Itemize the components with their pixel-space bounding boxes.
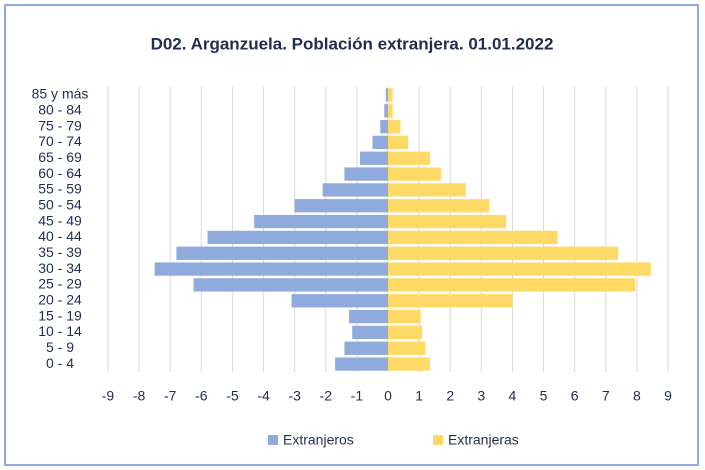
bar <box>254 214 388 229</box>
y-tick-label: 5 - 9 <box>46 339 74 355</box>
chart-title: D02. Arganzuela. Población extranjera. 0… <box>151 34 554 53</box>
x-tick-label: 0 <box>384 388 392 404</box>
bar <box>380 119 388 134</box>
x-tick-label: 7 <box>602 388 610 404</box>
y-tick-label: 80 - 84 <box>38 101 82 117</box>
bar <box>360 151 388 165</box>
bar <box>388 88 393 102</box>
bar <box>388 119 401 134</box>
bar <box>335 357 388 371</box>
x-tick-label: -1 <box>351 388 364 404</box>
legend-swatch <box>433 435 443 445</box>
y-tick-label: 75 - 79 <box>38 117 82 133</box>
y-tick-label: 50 - 54 <box>38 196 82 212</box>
bar <box>388 230 558 245</box>
y-tick-label: 15 - 19 <box>38 307 82 323</box>
x-tick-label: -8 <box>133 388 146 404</box>
y-tick-label: 70 - 74 <box>38 133 82 149</box>
bar <box>207 230 388 245</box>
bar <box>294 199 388 213</box>
bar <box>388 199 490 213</box>
legend-label: Extranjeras <box>448 432 519 448</box>
bar <box>388 135 409 150</box>
bar <box>388 341 426 355</box>
y-tick-label: 35 - 39 <box>38 244 82 260</box>
bar <box>352 325 388 340</box>
x-tick-label: 8 <box>633 388 641 404</box>
bar <box>388 104 393 118</box>
bar <box>154 262 388 276</box>
bar <box>388 246 619 260</box>
bar <box>388 151 430 165</box>
x-tick-label: 1 <box>415 388 423 404</box>
x-tick-label: -4 <box>257 388 270 404</box>
bar <box>344 341 388 355</box>
bar <box>193 278 388 292</box>
y-tick-label: 85 y más <box>32 86 89 102</box>
bar <box>388 167 441 181</box>
x-tick-label: 5 <box>540 388 548 404</box>
x-tick-label: 3 <box>477 388 485 404</box>
bar <box>388 214 507 229</box>
y-tick-label: 10 - 14 <box>38 323 82 339</box>
bar <box>388 278 636 292</box>
y-tick-label: 30 - 34 <box>38 260 82 276</box>
bar <box>388 357 430 371</box>
x-tick-label: -5 <box>226 388 239 404</box>
y-tick-label: 45 - 49 <box>38 212 82 228</box>
legend-label: Extranjeros <box>283 432 354 448</box>
y-tick-label: 65 - 69 <box>38 149 82 165</box>
bar <box>349 309 388 324</box>
bar <box>176 246 388 260</box>
y-tick-label: 55 - 59 <box>38 181 82 197</box>
bar <box>322 183 388 197</box>
legend-swatch <box>268 435 278 445</box>
bar <box>291 294 388 308</box>
bar <box>372 135 388 150</box>
bar <box>388 325 423 340</box>
y-tick-label: 60 - 64 <box>38 165 82 181</box>
x-tick-label: 4 <box>509 388 517 404</box>
y-tick-label: 40 - 44 <box>38 228 82 244</box>
bar <box>388 294 513 308</box>
bar <box>388 183 466 197</box>
y-tick-label: 20 - 24 <box>38 291 82 307</box>
x-tick-label: -7 <box>164 388 177 404</box>
bar <box>384 104 388 118</box>
x-tick-label: 2 <box>446 388 454 404</box>
x-tick-label: -2 <box>320 388 333 404</box>
bar <box>388 309 421 324</box>
bar <box>388 262 651 276</box>
x-tick-label: 6 <box>571 388 579 404</box>
x-tick-label: -3 <box>288 388 301 404</box>
x-tick-label: 9 <box>664 388 672 404</box>
x-tick-label: -6 <box>195 388 208 404</box>
bar <box>385 88 388 102</box>
y-tick-label: 0 - 4 <box>46 355 74 371</box>
x-tick-label: -9 <box>102 388 115 404</box>
y-tick-label: 25 - 29 <box>38 276 82 292</box>
bar <box>344 167 388 181</box>
